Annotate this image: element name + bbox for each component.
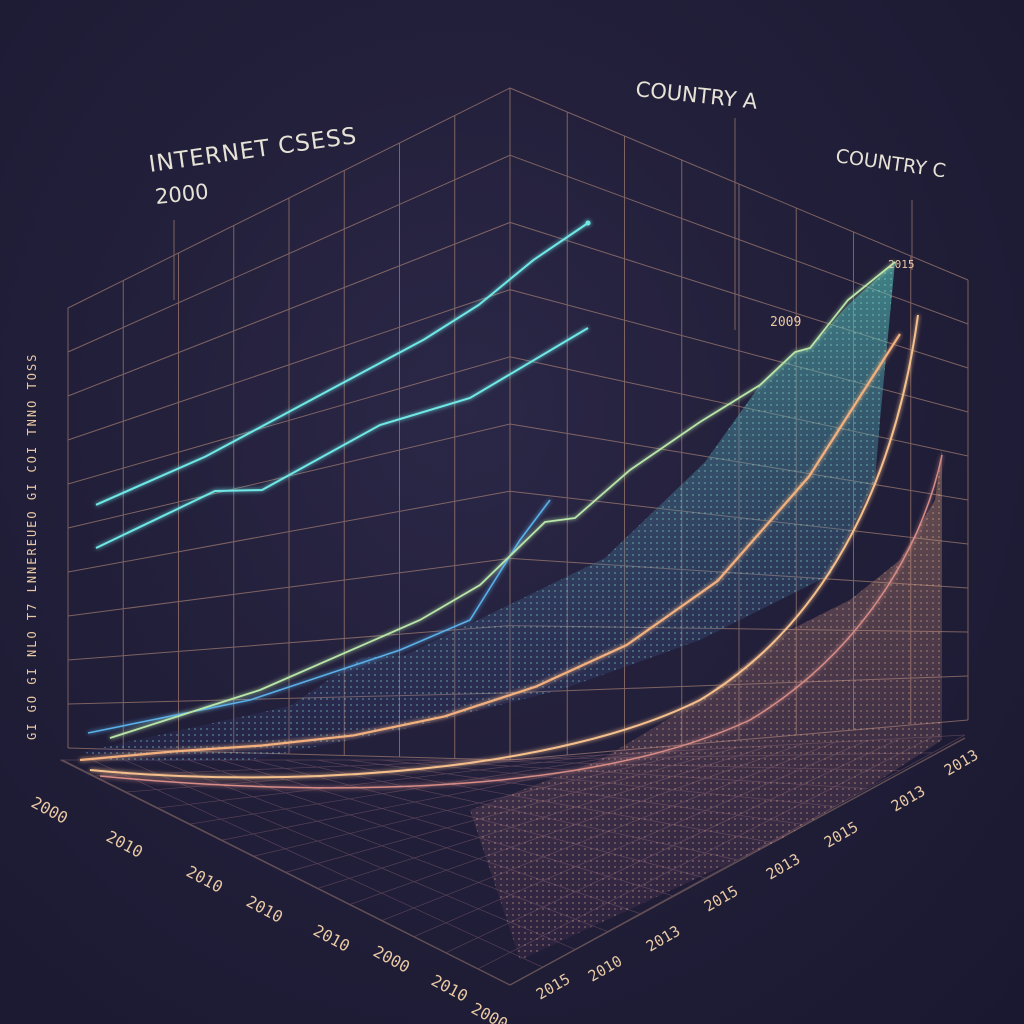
series-line-country-c — [79, 333, 901, 762]
x-tick-label-front: 2010 — [103, 827, 146, 862]
x-tick-label-front: 2000 — [28, 793, 71, 828]
floor-line — [509, 734, 966, 986]
x-tick-label-right: 2010 — [585, 952, 625, 986]
x-tick-label-right: 2015 — [533, 970, 573, 1004]
x-tick-label-front: 2000 — [370, 942, 413, 977]
grid-line — [67, 289, 511, 441]
annotation-2009: 2009 — [770, 315, 801, 330]
floor-line — [59, 759, 511, 986]
x-tick-label-right: 2015 — [821, 818, 861, 852]
chart-subtitle: 2000 — [154, 180, 210, 209]
floor-line — [92, 757, 543, 777]
grid-line — [67, 87, 511, 309]
x-tick-label-front: 2000 — [468, 999, 511, 1024]
series-lines — [79, 220, 943, 789]
floor-line — [124, 759, 576, 950]
x-tick-label-right: 2015 — [701, 882, 741, 916]
floor-line — [188, 752, 641, 825]
x-axis-right — [509, 737, 966, 986]
grid-line — [509, 221, 969, 369]
teal-surface-dots — [82, 262, 895, 762]
series-line-projection — [87, 499, 551, 734]
amber-surface-dots — [470, 450, 942, 960]
grid-line — [67, 490, 511, 573]
x-tick-label-right: 2013 — [888, 782, 928, 816]
x-tick-label-front: 2010 — [310, 921, 353, 956]
x-axis-front — [61, 759, 511, 986]
series-label-country-c: COUNTRY C — [834, 145, 947, 182]
grid-line — [509, 289, 969, 413]
floor-line — [156, 754, 608, 809]
series-line-upper — [109, 261, 896, 739]
x-tick-label-right: 2013 — [643, 922, 683, 956]
annotation-2015: 2015 — [888, 258, 915, 271]
grid-line — [67, 557, 511, 617]
x-tick-label-front: 2010 — [183, 862, 226, 897]
x-tick-label-front: 2010 — [428, 971, 471, 1006]
floor-line — [91, 759, 543, 968]
x-tick-label-right: 2013 — [941, 746, 981, 780]
series-point-country-a — [585, 220, 591, 226]
grid-line — [509, 87, 969, 281]
chart-title: INTERNET CSESS — [147, 123, 359, 178]
series-line-country-a — [95, 222, 589, 506]
series-line-upper-wall — [95, 327, 589, 549]
x-tick-label-right: 2013 — [763, 850, 803, 884]
grid-line — [67, 154, 511, 353]
grid-line — [67, 356, 511, 485]
grid-line — [67, 625, 511, 661]
series-line-country-c-lower — [99, 454, 943, 789]
grid-line — [67, 221, 511, 397]
y-axis-label: GI GO GI NLO T7 LNNEREUEO GI COI TNNO TO… — [25, 353, 39, 740]
x-tick-label-front: 2010 — [243, 892, 286, 927]
series-label-country-a: COUNTRY A — [634, 77, 759, 114]
series-line-country-c-outer — [89, 314, 919, 779]
